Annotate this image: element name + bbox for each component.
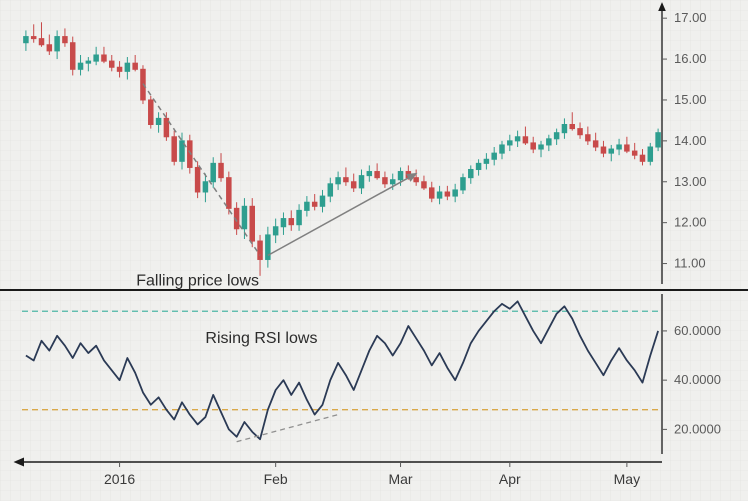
time-axis-label: 2016 bbox=[104, 471, 135, 487]
price-tick-label: 17.00 bbox=[674, 10, 707, 25]
falling-price-lows-label: Falling price lows bbox=[136, 273, 259, 290]
price-tick-label: 15.00 bbox=[674, 92, 707, 107]
time-axis-label: May bbox=[614, 471, 640, 487]
price-tick-label: 14.00 bbox=[674, 133, 707, 148]
time-axis-label: Mar bbox=[388, 471, 412, 487]
rsi-tick-label: 40.0000 bbox=[674, 372, 721, 387]
time-axis-label: Feb bbox=[264, 471, 288, 487]
price-tick-label: 12.00 bbox=[674, 215, 707, 230]
rsi-tick-label: 20.0000 bbox=[674, 421, 721, 436]
price-tick-label: 11.00 bbox=[674, 256, 706, 271]
price-tick-label: 13.00 bbox=[674, 174, 707, 189]
price-tick-label: 16.00 bbox=[674, 51, 707, 66]
time-axis-label: Apr bbox=[499, 471, 521, 487]
rising-rsi-lows-label: Rising RSI lows bbox=[205, 330, 317, 347]
rsi-tick-label: 60.0000 bbox=[674, 323, 721, 338]
chart-root: 11.00 12.00 13.00 14.00 15.00 16.00 17.00 Falli… bbox=[0, 0, 748, 501]
